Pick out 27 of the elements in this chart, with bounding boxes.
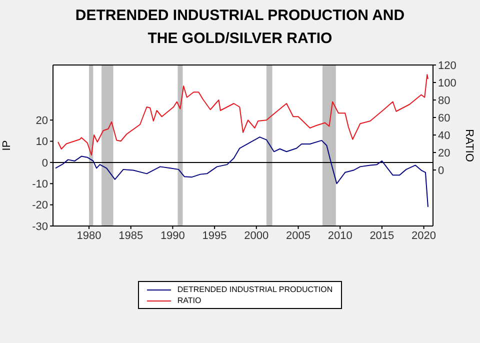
y2-axis-title: RATIO	[463, 129, 475, 162]
chart-title: DETRENDED INDUSTRIAL PRODUCTION AND THE GOLD/SILVER RATIO	[74, 6, 406, 49]
x-tick-label: 1980	[76, 230, 102, 242]
y2-tick-label: 100	[438, 77, 456, 90]
x-tick-label: 1990	[160, 230, 185, 242]
y-tick-label: 0	[42, 157, 48, 170]
x-tick-label: 2010	[328, 230, 352, 242]
y2-tick-label: 20	[438, 147, 450, 160]
legend-label: DETRENDED INDUSTRIAL PRODUCTION	[177, 285, 333, 294]
y2-tick-label: 80	[438, 94, 450, 107]
y2-tick-label: 60	[438, 112, 450, 124]
x-tick-label: 1995	[202, 230, 227, 242]
legend-label: RATIO	[177, 296, 202, 305]
y-axis-title: IP	[1, 140, 13, 151]
y-tick-label: 20	[36, 114, 48, 127]
x-tick-label: 2005	[286, 230, 310, 242]
y-tick-label: -30	[32, 220, 48, 233]
y2-tick-label: 40	[438, 130, 450, 142]
y-tick-label: -20	[32, 200, 48, 212]
y2-tick-label: 120	[438, 60, 456, 72]
x-tick-label: 2020	[412, 230, 436, 242]
y2-tick-label: 0	[438, 164, 444, 177]
y-tick-label: 10	[36, 136, 48, 148]
x-tick-label: 2000	[244, 230, 269, 242]
y-tick-label: -10	[32, 178, 48, 191]
x-tick-label: 1985	[118, 230, 144, 242]
x-tick-label: 2015	[370, 230, 394, 242]
